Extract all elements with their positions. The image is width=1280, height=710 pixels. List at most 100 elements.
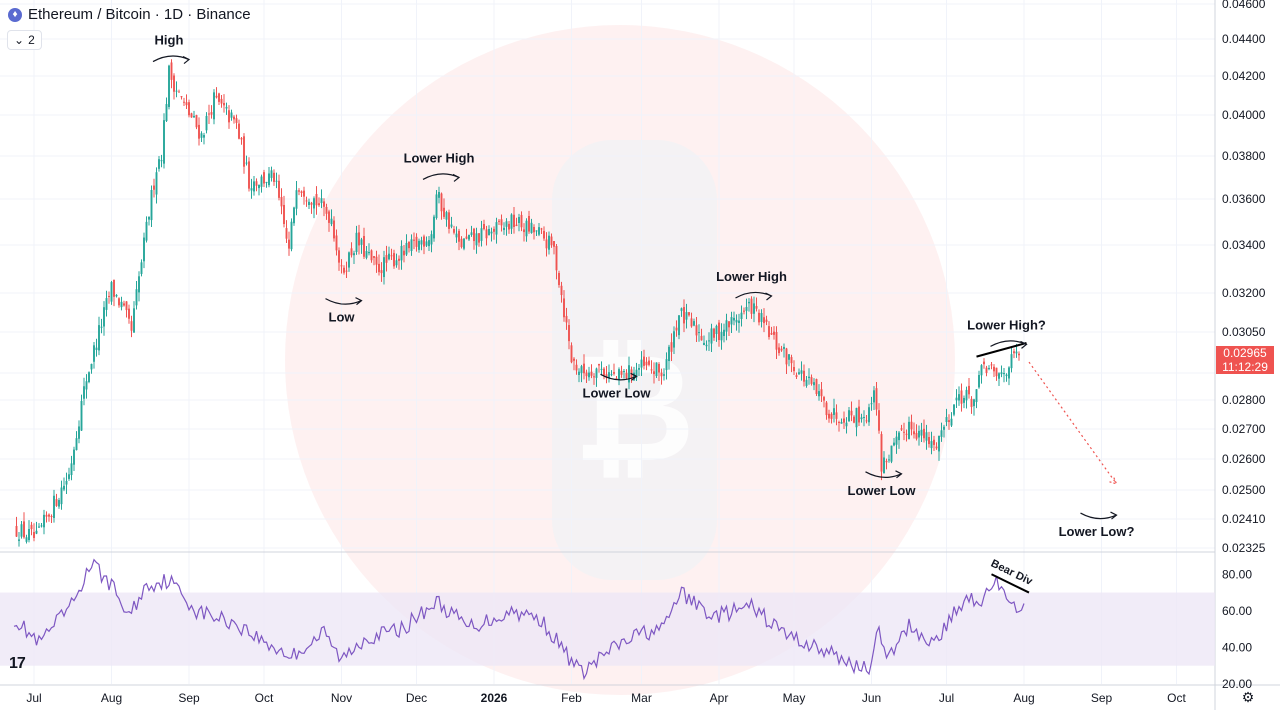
candle <box>548 231 550 255</box>
candle-body <box>530 222 533 233</box>
candle-body <box>95 347 98 351</box>
indicator-collapse-button[interactable]: ⌄ 2 <box>7 30 42 50</box>
candle-body <box>278 180 280 198</box>
candle-body <box>593 376 595 378</box>
annotation-label: Lower High <box>716 269 787 284</box>
candle <box>218 92 220 106</box>
time-tick-label: May <box>783 691 806 705</box>
candle <box>383 250 385 285</box>
candle-body <box>665 359 668 371</box>
candle <box>638 364 640 377</box>
candle <box>343 265 345 275</box>
candle-body <box>620 370 623 375</box>
candle <box>415 233 418 252</box>
candle-body <box>818 391 820 397</box>
candle-body <box>640 359 643 368</box>
candle <box>765 315 768 326</box>
candlestick-series[interactable] <box>15 59 1020 547</box>
candle-body <box>280 196 283 207</box>
rsi-line[interactable] <box>13 558 1025 681</box>
candle <box>860 413 863 423</box>
candle <box>980 364 983 384</box>
swing-arrowhead <box>355 297 363 306</box>
candle-body <box>930 441 933 449</box>
last-price: 0.02965 <box>1223 346 1267 360</box>
gear-icon[interactable]: ⚙ <box>1241 688 1255 705</box>
candle <box>680 307 683 317</box>
price-tick-label: 0.02800 <box>1222 393 1266 407</box>
candle <box>253 175 255 196</box>
candle <box>310 201 313 214</box>
candle-body <box>165 104 168 122</box>
time-tick-label: Apr <box>710 691 729 705</box>
candle-body <box>583 363 585 374</box>
candle-body <box>688 312 690 316</box>
candle <box>873 386 875 410</box>
candle <box>450 216 453 229</box>
candle <box>255 178 258 192</box>
candle <box>880 431 883 481</box>
candle-body <box>910 421 913 430</box>
candle <box>248 157 250 192</box>
rsi-tick-label: 20.00 <box>1222 677 1252 691</box>
candle-body <box>163 120 165 164</box>
candle-body <box>438 192 440 198</box>
candle-body <box>850 410 853 416</box>
candle <box>923 419 925 443</box>
candle-body <box>555 246 558 271</box>
candle-body <box>748 301 750 304</box>
candle-body <box>505 221 508 227</box>
candle-body <box>20 524 23 537</box>
candle-body <box>493 228 495 232</box>
candle-body <box>23 521 25 538</box>
candle <box>510 213 513 234</box>
candle <box>745 298 748 320</box>
annotation-label: Lower High? <box>967 317 1046 332</box>
candle-body <box>443 207 445 217</box>
candle-body <box>840 422 843 424</box>
chevron-down-icon: ⌄ <box>14 33 25 47</box>
candle-body <box>573 358 575 361</box>
candle-body <box>715 325 718 335</box>
candle <box>313 196 315 219</box>
candle-body <box>75 438 78 451</box>
candle <box>30 521 33 536</box>
candle-body <box>610 374 613 376</box>
candle-body <box>333 220 335 239</box>
candle <box>160 154 163 168</box>
candle <box>418 238 420 253</box>
candle <box>353 250 355 264</box>
candle-body <box>883 457 885 474</box>
ethereum-icon[interactable]: ♦ <box>8 7 22 22</box>
candle-body <box>918 430 920 438</box>
candle-body <box>733 317 735 321</box>
candle-body <box>398 258 400 261</box>
candle-body <box>703 342 705 346</box>
candle-body <box>413 239 415 241</box>
candle <box>618 367 620 386</box>
candle <box>130 315 133 338</box>
time-tick-label: 2026 <box>481 691 508 705</box>
candle-body <box>205 115 208 131</box>
candle-body <box>183 101 185 103</box>
candle <box>868 403 870 426</box>
candle-body <box>700 335 703 341</box>
price-tick-label: 0.04400 <box>1222 32 1266 46</box>
candle <box>40 523 43 528</box>
candle <box>303 186 305 205</box>
tradingview-logo-icon[interactable]: 17 <box>9 655 26 672</box>
candle <box>943 424 945 438</box>
candle <box>318 197 320 207</box>
candle <box>685 303 688 329</box>
candle <box>335 229 338 256</box>
candle <box>363 227 365 260</box>
candle-body <box>1008 367 1010 379</box>
candle <box>505 218 508 236</box>
candle-body <box>250 188 253 191</box>
candle-body <box>375 256 378 265</box>
candle <box>483 219 485 231</box>
candle <box>668 344 670 370</box>
candle-body <box>670 342 673 352</box>
candle-body <box>473 228 475 242</box>
